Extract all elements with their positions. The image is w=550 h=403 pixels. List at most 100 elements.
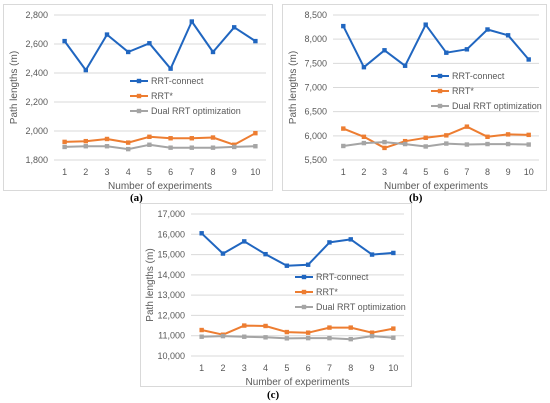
x-tick-label: 4 — [126, 167, 131, 177]
legend-label-rrt-connect: RRT-connect — [151, 76, 204, 86]
legend-label-dual-rrt: Dual RRT optimization — [316, 302, 406, 312]
x-tick-label: 7 — [189, 167, 194, 177]
data-point-dual-rrt — [83, 144, 88, 149]
data-point-rrt-connect — [242, 239, 247, 244]
data-point-rrt-connect — [505, 33, 511, 38]
chart-panel-b: 5,500 6,000 6,500 7,000 7,500 8,000 8,500 1 2 3 4 5… — [282, 4, 547, 192]
caption-c: (c) — [267, 389, 280, 401]
data-point-dual-rrt — [305, 335, 311, 341]
data-point-dual-rrt — [210, 145, 216, 150]
legend-marker-dual-rrt — [136, 108, 142, 114]
x-tick-label: 2 — [220, 363, 225, 373]
data-point-rrt-star — [62, 139, 67, 145]
legend-marker-rrt-star — [437, 88, 443, 94]
y-tick-label: 2,400 — [25, 68, 48, 78]
data-point-rrt-star — [168, 136, 173, 141]
data-point-rrt-star — [526, 132, 531, 138]
data-point-rrt-connect — [526, 57, 531, 62]
series-line-rrt-star — [64, 132, 256, 146]
data-point-rrt-star — [327, 325, 332, 330]
legend-label-rrt-star: RRT* — [316, 287, 338, 297]
data-point-rrt-connect — [327, 240, 332, 245]
data-point-dual-rrt — [391, 335, 396, 340]
x-tick-label: 3 — [242, 363, 247, 373]
legend-marker-rrt-connect — [301, 274, 307, 280]
series-line-rrt-connect — [63, 20, 256, 72]
data-point-rrt-star — [242, 323, 247, 328]
data-point-rrt-connect — [485, 27, 490, 32]
x-axis-title: Number of experiments — [108, 181, 212, 192]
chart-a: 1,800 2,000 2,200 2,400 2,600 2,800 1 2 3 4 5 6 7 8 9 1… — [9, 10, 266, 192]
x-tick-label: 8 — [210, 167, 215, 177]
data-point-rrt-star — [147, 134, 152, 139]
legend-marker-rrt-connect — [437, 73, 443, 79]
data-point-dual-rrt — [348, 336, 353, 342]
data-point-rrt-star — [341, 126, 346, 131]
data-point-rrt-star — [485, 134, 490, 139]
x-tick-label: 6 — [168, 167, 173, 177]
data-point-rrt-star — [444, 133, 449, 138]
data-point-dual-rrt — [220, 333, 226, 339]
data-point-rrt-star — [305, 330, 311, 335]
x-tick-label: 1 — [341, 167, 346, 177]
data-point-dual-rrt — [199, 334, 204, 339]
x-tick-label: 3 — [382, 167, 387, 177]
data-point-dual-rrt — [485, 141, 490, 147]
data-point-rrt-star — [369, 330, 375, 335]
legend-marker-dual-rrt — [437, 103, 443, 109]
y-tick-label: 11,000 — [158, 331, 185, 341]
y-tick-label: 2,200 — [25, 97, 48, 107]
data-point-dual-rrt — [189, 145, 194, 150]
legend-label-rrt-star: RRT* — [452, 86, 474, 96]
x-tick-label: 2 — [361, 167, 366, 177]
data-point-rrt-connect — [199, 231, 204, 236]
data-point-rrt-connect — [168, 66, 173, 71]
data-point-rrt-star — [126, 140, 131, 145]
chart-c: 10,000 11,000 12,000 13,000 14,000 15,000 16,0… — [145, 209, 406, 388]
x-tick-label: 6 — [444, 167, 449, 177]
data-point-rrt-star — [391, 326, 396, 331]
data-point-rrt-star — [423, 135, 428, 140]
x-tick-label: 10 — [524, 167, 534, 177]
x-tick-label: 4 — [403, 167, 408, 177]
x-tick-label: 5 — [147, 167, 152, 177]
legend-label-rrt-star: RRT* — [151, 91, 173, 101]
y-tick-label: 15,000 — [157, 250, 185, 260]
chart-panel-a: 1,800 2,000 2,200 2,400 2,600 2,800 1 2 3 4 5 6 7 8 9 1… — [3, 4, 273, 192]
data-point-rrt-connect — [147, 41, 152, 46]
data-point-rrt-connect — [382, 48, 387, 53]
x-tick-label: 7 — [464, 167, 469, 177]
x-tick-label: 9 — [232, 167, 237, 177]
data-point-rrt-connect — [423, 22, 428, 27]
data-point-rrt-connect — [369, 252, 375, 257]
data-point-dual-rrt — [444, 141, 449, 146]
series-line-rrt-star — [201, 324, 394, 336]
series-line-dual-rrt — [64, 143, 256, 151]
data-point-dual-rrt — [284, 336, 290, 341]
x-tick-label: 1 — [62, 167, 67, 177]
data-point-rrt-connect — [189, 19, 194, 24]
data-point-dual-rrt — [232, 144, 237, 150]
data-point-dual-rrt — [147, 142, 152, 147]
data-point-dual-rrt — [382, 139, 387, 145]
data-point-rrt-connect — [444, 50, 449, 55]
y-tick-label: 2,600 — [25, 39, 48, 49]
x-tick-label: 4 — [263, 363, 268, 373]
y-tick-label: 7,000 — [304, 83, 327, 93]
data-point-rrt-star — [83, 138, 88, 144]
x-tick-label: 8 — [485, 167, 490, 177]
data-point-rrt-connect — [126, 49, 131, 55]
x-tick-label: 2 — [83, 167, 88, 177]
legend-marker-rrt-connect — [136, 78, 142, 84]
data-point-dual-rrt — [242, 334, 247, 339]
data-point-dual-rrt — [423, 144, 428, 149]
x-tick-label: 1 — [199, 363, 204, 373]
data-point-dual-rrt — [526, 142, 531, 147]
data-point-rrt-star — [199, 327, 204, 333]
x-tick-label: 3 — [104, 167, 109, 177]
x-tick-label: 7 — [327, 363, 332, 373]
data-point-dual-rrt — [361, 140, 367, 146]
data-point-rrt-star — [505, 132, 511, 137]
y-tick-label: 1,800 — [25, 155, 48, 165]
x-tick-label: 10 — [250, 167, 260, 177]
